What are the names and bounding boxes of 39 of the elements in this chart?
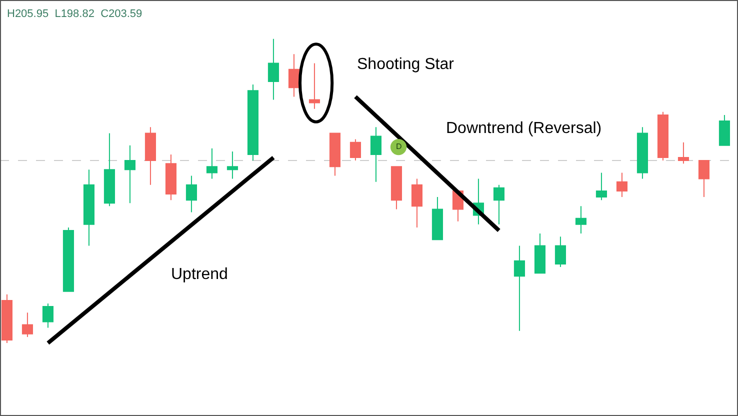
candlestick xyxy=(657,111,668,162)
candlestick xyxy=(288,54,300,98)
candlestick xyxy=(411,178,422,228)
candlestick xyxy=(206,148,218,180)
candlestick xyxy=(390,166,402,210)
candlestick xyxy=(534,233,546,274)
candlestick xyxy=(226,150,238,180)
annotation: Shooting Star xyxy=(357,56,455,73)
candlestick xyxy=(575,206,586,234)
candlestick xyxy=(83,169,94,246)
candlestick xyxy=(165,154,176,201)
candlestick xyxy=(1,294,12,344)
candlestick xyxy=(718,114,730,146)
annotation: Downtrend (Reversal) xyxy=(446,120,602,137)
candlestick xyxy=(554,236,566,268)
candlestick xyxy=(124,144,136,204)
candlestick xyxy=(186,175,197,213)
candlestick xyxy=(493,184,504,225)
annotation: D xyxy=(396,142,402,151)
candlestick xyxy=(62,226,74,292)
candlestick xyxy=(104,132,115,207)
candlestick xyxy=(678,142,689,164)
candlestick xyxy=(22,312,33,338)
candlestick xyxy=(370,126,382,182)
text: H205.95 L198.82 C203.59 xyxy=(7,8,142,20)
candlestick xyxy=(350,138,361,162)
candlestick xyxy=(42,302,54,328)
candlestick xyxy=(144,126,156,186)
annotation: Uptrend xyxy=(171,266,228,283)
candlestick xyxy=(308,62,320,110)
candlestick xyxy=(432,196,443,240)
candlestick xyxy=(636,126,648,180)
candlestick xyxy=(596,172,607,201)
candlestick xyxy=(329,132,340,176)
candlestick xyxy=(616,172,628,198)
candlestick xyxy=(698,160,710,198)
candlestick xyxy=(268,38,279,100)
candlestick xyxy=(247,84,258,162)
candlestick xyxy=(514,245,525,332)
